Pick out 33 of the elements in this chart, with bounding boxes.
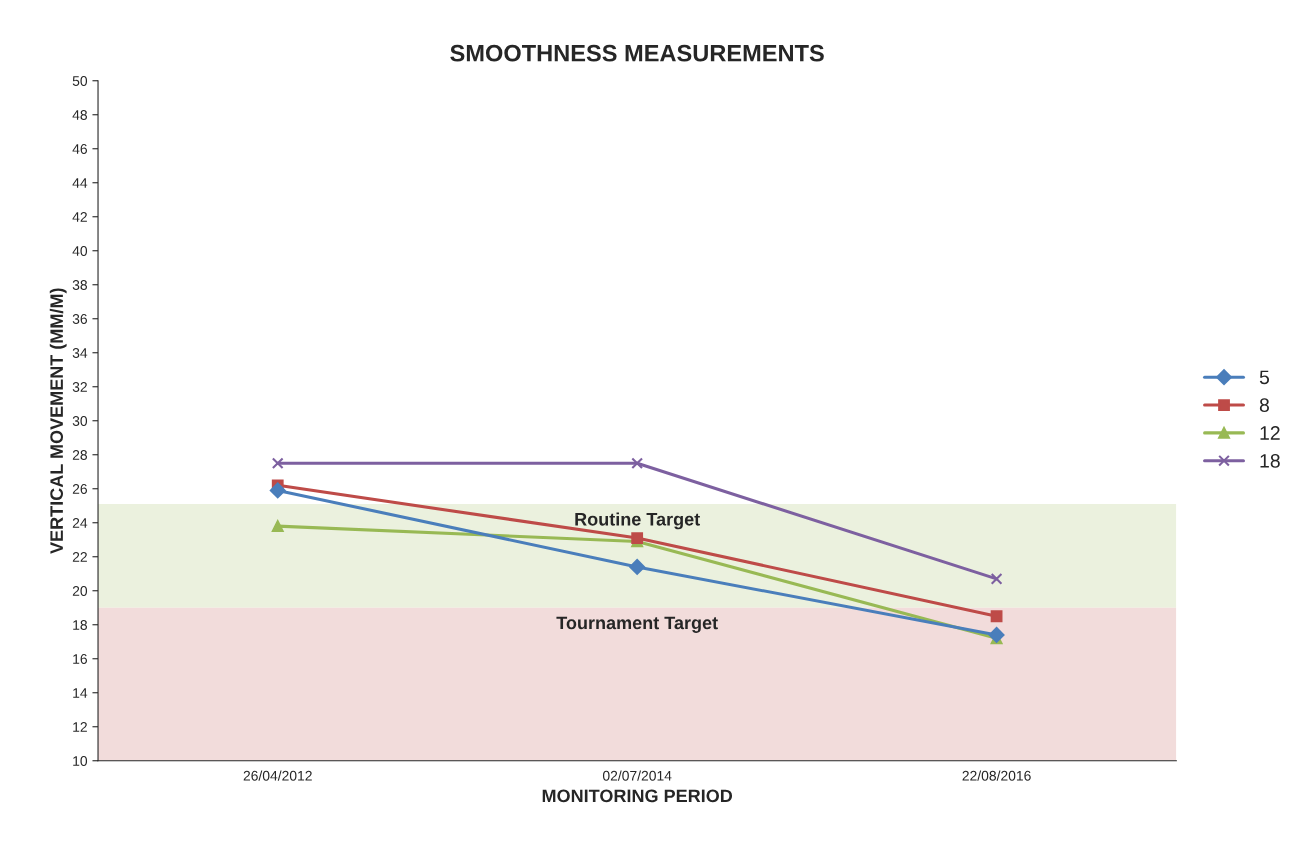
y-tick-label: 36: [72, 314, 87, 324]
y-tick-label: 40: [72, 246, 88, 256]
y-tick-label: 30: [72, 416, 88, 426]
y-tick-label: 48: [72, 110, 88, 120]
band-label: Tournament Target: [556, 616, 718, 633]
y-tick-label: 28: [72, 450, 88, 460]
x-axis-title: MONITORING PERIOD: [542, 789, 733, 803]
y-axis-title: VERTICAL MOVEMENT (MM/M): [49, 288, 67, 554]
x-tick-label: 22/08/2016: [962, 770, 1031, 781]
legend-label: 18: [1260, 453, 1280, 468]
y-tick-label: 44: [72, 178, 88, 188]
chart-title: SMOOTHNESS MEASUREMENTS: [450, 44, 824, 62]
y-tick-label: 34: [72, 348, 88, 358]
x-tick-label: 26/04/2012: [243, 770, 312, 781]
x-tick-label: 02/07/2014: [602, 770, 672, 781]
legend-label: 12: [1260, 426, 1280, 440]
y-tick-label: 16: [73, 654, 87, 664]
band-label: Routine Target: [575, 512, 700, 530]
y-tick-label: 18: [73, 620, 88, 630]
y-tick-label: 38: [72, 280, 88, 290]
y-tick-label: 14: [73, 688, 88, 698]
y-tick-label: 24: [72, 518, 88, 528]
y-tick-label: 26: [72, 484, 87, 494]
y-tick-label: 46: [72, 144, 87, 154]
legend-label: 8: [1259, 398, 1269, 413]
y-tick-label: 10: [73, 756, 88, 766]
y-tick-label: 20: [72, 586, 88, 596]
y-tick-label: 42: [72, 212, 87, 222]
y-tick-label: 32: [72, 382, 87, 392]
y-tick-label: 50: [72, 76, 88, 86]
legend-label: 5: [1259, 370, 1270, 385]
y-tick-label: 12: [73, 722, 87, 732]
y-tick-label: 22: [72, 552, 87, 562]
